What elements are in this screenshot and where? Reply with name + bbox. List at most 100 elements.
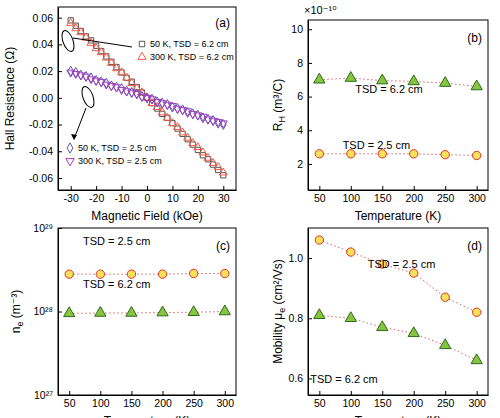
x-axis: 50100150200250300 [309,186,489,204]
tick: 20 [193,186,205,204]
x-axis-title: Temperature (K) [355,414,442,418]
y-axis: -0.06-0.04-0.020.000.020.040.06 [29,8,62,191]
data-point [410,269,418,277]
tick-label: 100 [343,192,361,204]
tick-mark [414,391,415,395]
tick: 6 [297,90,312,102]
tick-label: 0.02 [33,65,54,77]
tick-mark [58,228,62,229]
plot-frame [308,228,488,395]
data-point [112,64,120,71]
legend-marker [139,41,144,46]
data-point [92,44,100,51]
tick-mark [477,186,478,190]
data-point [219,168,227,175]
data-point [209,159,217,166]
group-ellipse [80,85,97,109]
tick: 300 [468,186,486,204]
plot-area [64,269,231,316]
tick: 0.04 [33,38,62,50]
tick: 200 [405,186,423,204]
tick-label: 100 [343,397,361,409]
tick: 10²⁸ [33,305,62,317]
tick-mark [445,391,446,395]
data-point [199,148,207,155]
plot-frame [308,20,488,190]
data-point [214,163,222,170]
tick-label: 0 [145,192,151,204]
panel-label: (d) [467,239,482,253]
tick-mark [58,71,62,72]
tick-mark [351,391,352,395]
tick-label: -0.04 [29,145,53,157]
tick-mark [100,391,101,395]
tick: 100 [343,391,361,409]
data-point [377,321,388,331]
data-point [194,143,202,150]
tick-label: 250 [437,397,455,409]
legend-label: 300 K, TSD = 6.2 cm [150,52,234,62]
data-point [118,68,126,75]
tick-mark [319,391,320,395]
tick-label: -20 [89,192,104,204]
data-point [65,270,73,278]
y-axis-title: Mobility μe (cm²/Vs) [271,259,287,364]
data-point [219,305,230,315]
group-ellipse [60,29,77,53]
tick: 0 [145,186,151,204]
legend-marker [138,52,146,59]
data-point [77,28,85,35]
tick-label: 0.6 [288,372,303,384]
plot-frame [58,7,236,190]
series-label: TSD = 2.5 cm [368,258,436,270]
y-axis: 0.60.81.0 [288,229,312,396]
tick-mark [414,186,415,190]
tick: 0.00 [33,92,62,104]
tick-label: 8 [297,57,303,69]
y-axis-title: Hall Resistance (Ω) [3,47,17,151]
data-point [107,58,115,65]
data-point [95,306,106,316]
y-axis-title-rest: (m³/C) [271,79,285,116]
tick-label: 10²⁸ [33,305,53,317]
tick-mark [308,258,312,259]
x-axis: 50100150200250300 [59,391,237,409]
data-point [128,78,136,85]
tick: -0.06 [29,172,62,184]
data-point [472,308,480,316]
tick-mark [351,186,352,190]
tick: 30 [218,186,230,204]
tick-mark [308,318,312,319]
tick-mark [58,98,62,99]
tick: -0.02 [29,118,62,130]
x-axis: 50100150200250300 [309,391,489,409]
data-point [314,73,325,83]
series-label: TSD = 2.5 cm [343,139,411,151]
tick-mark [445,186,446,190]
data-point [82,33,90,40]
data-point [314,309,325,319]
panel-label: (b) [467,31,482,45]
tick-label: -0.02 [29,118,53,130]
tick-mark [477,391,478,395]
y-axis-title-rest: (m⁻³) [9,290,23,322]
tick-mark [308,130,312,131]
tick-mark [319,186,320,190]
series-line [319,154,476,156]
tick-mark [58,18,62,19]
series-label: TSD = 6.2 cm [83,278,151,290]
tick-label: 0.8 [288,312,303,324]
tick-mark [163,391,164,395]
tick: 300 [468,391,486,409]
data-point [410,150,418,158]
data-point [127,270,135,278]
data-point [189,139,197,146]
panel-label: (a) [215,16,230,30]
tick: 200 [154,391,172,409]
plot-area [314,72,483,160]
legend-marker [67,143,73,153]
x-axis-title: Magnetic Field (kOe) [91,209,202,223]
data-point [188,306,199,316]
tick-label: -0.06 [29,172,53,184]
data-point [97,48,105,55]
